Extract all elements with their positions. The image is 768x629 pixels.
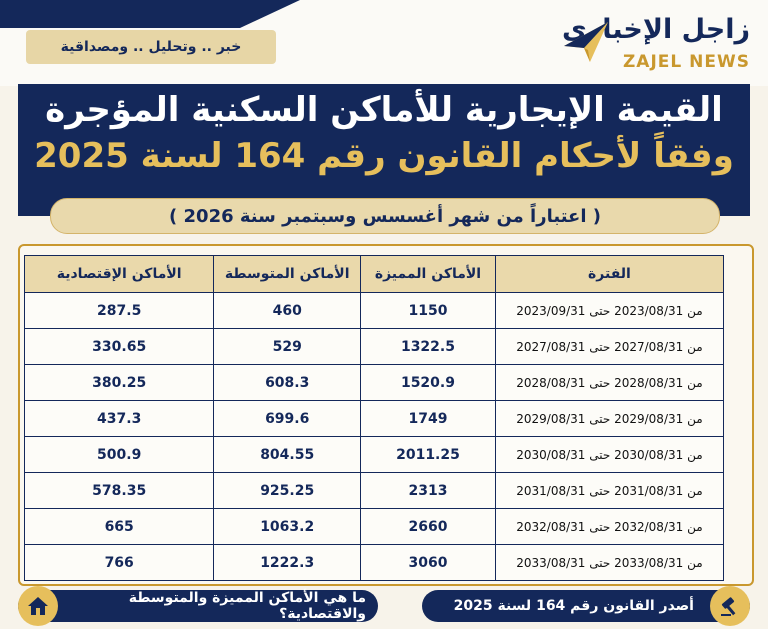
page-title: القيمة الإيجارية للأماكن السكنية المؤجرة (45, 90, 723, 130)
cell-economic: 500.9 (23, 436, 215, 473)
header-medium: الأماكن المتوسطة (213, 255, 362, 293)
paper-plane-icon (564, 22, 608, 62)
header-economic: الأماكن الإقتصادية (23, 255, 215, 293)
info-button[interactable]: ما هي الأماكن المميزة والمتوسطة والاقتصا… (18, 586, 378, 626)
gavel-icon (710, 586, 750, 626)
table-row: من 2029/08/31 حتى 2029/08/31 1749 699.6 … (23, 400, 725, 437)
cell-medium: 1222.3 (213, 544, 362, 581)
cell-period: من 2027/08/31 حتى 2027/08/31 (494, 328, 725, 365)
cell-premium: 2011.25 (360, 436, 496, 473)
cell-economic: 287.5 (23, 292, 215, 329)
info-button-label: ما هي الأماكن المميزة والمتوسطة والاقتصا… (128, 590, 366, 622)
cell-medium: 925.25 (213, 472, 362, 509)
cell-premium: 2660 (360, 508, 496, 545)
cell-premium: 2313 (360, 472, 496, 509)
cell-medium: 804.55 (213, 436, 362, 473)
cell-period: من 2033/08/31 حتى 2033/08/31 (494, 544, 725, 581)
table-header-row: الفترة الأماكن المميزة الأماكن المتوسطة … (23, 255, 725, 293)
cell-economic: 380.25 (23, 364, 215, 401)
cell-economic: 578.35 (23, 472, 215, 509)
rent-table-container: الفترة الأماكن المميزة الأماكن المتوسطة … (23, 255, 725, 581)
cell-period: من 2030/08/31 حتى 2030/08/31 (494, 436, 725, 473)
cell-medium: 1063.2 (213, 508, 362, 545)
cell-economic: 330.65 (23, 328, 215, 365)
logo-english: ZAJEL NEWS (622, 52, 750, 72)
cell-premium: 1520.9 (360, 364, 496, 401)
cell-economic: 437.3 (23, 400, 215, 437)
decorative-corner (0, 0, 300, 28)
table-row: من 2031/08/31 حتى 2031/08/31 2313 925.25… (23, 472, 725, 509)
header-period: الفترة (494, 255, 725, 293)
page-subtitle: وفقاً لأحكام القانون رقم 164 لسنة 2025 (34, 136, 734, 176)
logo: زاجل الإخباري ZAJEL NEWS (560, 12, 750, 74)
table-row: من 2027/08/31 حتى 2027/08/31 1322.5 529 … (23, 328, 725, 365)
house-icon (18, 586, 58, 626)
cell-premium: 1749 (360, 400, 496, 437)
cell-economic: 766 (23, 544, 215, 581)
date-note: ( اعتباراً من شهر أغسسس وسبتمبر سنة 2026… (50, 198, 720, 234)
cell-medium: 699.6 (213, 400, 362, 437)
cell-medium: 529 (213, 328, 362, 365)
tagline: خبر .. وتحليل .. ومصداقية (26, 30, 276, 64)
cell-period: من 2029/08/31 حتى 2029/08/31 (494, 400, 725, 437)
table-row: من 2030/08/31 حتى 2030/08/31 2011.25 804… (23, 436, 725, 473)
cell-economic: 665 (23, 508, 215, 545)
cell-premium: 1322.5 (360, 328, 496, 365)
table-row: من 2033/08/31 حتى 2033/08/31 3060 1222.3… (23, 544, 725, 581)
table-row: من 2028/08/31 حتى 2028/08/31 1520.9 608.… (23, 364, 725, 401)
rent-table: الفترة الأماكن المميزة الأماكن المتوسطة … (23, 255, 725, 581)
law-button[interactable]: أصدر القانون رقم 164 لسنة 2025 (422, 586, 750, 626)
cell-period: من 2031/08/31 حتى 2031/08/31 (494, 472, 725, 509)
law-button-label: أصدر القانون رقم 164 لسنة 2025 (453, 598, 694, 614)
cell-period: من 2028/08/31 حتى 2028/08/31 (494, 364, 725, 401)
table-row: من 2032/08/31 حتى 2032/08/31 2660 1063.2… (23, 508, 725, 545)
title-banner: القيمة الإيجارية للأماكن السكنية المؤجرة… (18, 84, 750, 216)
cell-medium: 608.3 (213, 364, 362, 401)
table-row: من 2023/08/31 حتى 2023/09/31 1150 460 28… (23, 292, 725, 329)
cell-premium: 3060 (360, 544, 496, 581)
cell-premium: 1150 (360, 292, 496, 329)
cell-period: من 2023/08/31 حتى 2023/09/31 (494, 292, 725, 329)
header-premium: الأماكن المميزة (360, 255, 496, 293)
cell-period: من 2032/08/31 حتى 2032/08/31 (494, 508, 725, 545)
cell-medium: 460 (213, 292, 362, 329)
